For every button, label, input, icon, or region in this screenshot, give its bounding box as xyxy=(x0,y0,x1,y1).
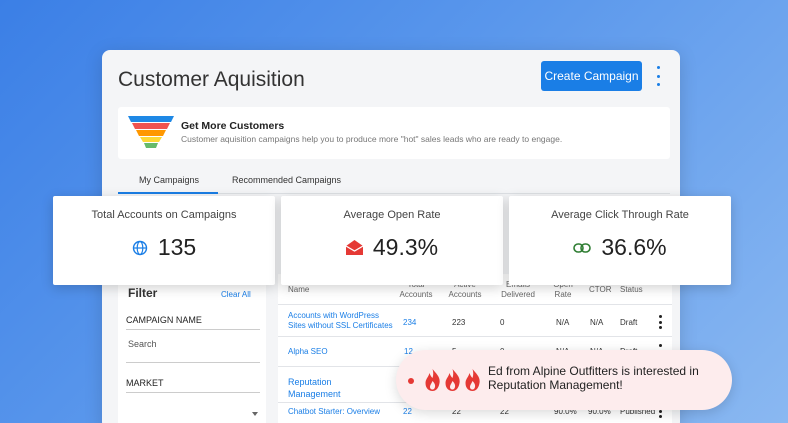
link-icon xyxy=(573,242,592,253)
open-rate-cell: 90.0% xyxy=(554,407,577,416)
status-cell: Published xyxy=(620,407,656,416)
total-accounts-link[interactable]: 22 xyxy=(403,407,412,416)
stat-label: Average Click Through Rate xyxy=(551,209,689,221)
globe-icon xyxy=(132,240,148,255)
banner-description: Customer aquisition campaigns help you t… xyxy=(181,134,563,144)
filter-title: Filter xyxy=(128,286,158,300)
ctor-cell: 90.0% xyxy=(588,407,611,416)
flame-icon xyxy=(423,368,482,392)
envelope-open-icon xyxy=(345,240,363,255)
info-banner: Get More Customers Customer aquisition c… xyxy=(118,107,670,159)
funnel-icon xyxy=(128,116,174,148)
emails-delivered-cell: 0 xyxy=(500,318,505,327)
page-title: Customer Aquisition xyxy=(118,68,305,91)
total-accounts-link[interactable]: 12 xyxy=(404,347,413,356)
active-accounts-cell: 22 xyxy=(452,407,461,416)
tab-my-campaigns[interactable]: My Campaigns xyxy=(139,175,200,185)
campaign-search-input[interactable]: Search xyxy=(128,339,157,349)
banner-title: Get More Customers xyxy=(181,120,285,132)
divider xyxy=(126,362,260,363)
active-accounts-cell: 223 xyxy=(452,318,466,327)
campaign-name-label: CAMPAIGN NAME xyxy=(126,315,202,325)
notification-dot-icon xyxy=(408,378,414,384)
stat-card-open-rate: Average Open Rate 49.3% xyxy=(281,196,503,285)
active-tab-indicator xyxy=(118,192,218,194)
stat-value: 36.6% xyxy=(601,234,667,260)
stat-value: 135 xyxy=(157,234,197,260)
campaign-name-link[interactable]: Reputation Management xyxy=(288,377,341,399)
campaign-name-link[interactable]: Accounts with WordPress Sites without SS… xyxy=(288,311,393,330)
create-campaign-button[interactable]: Create Campaign xyxy=(541,61,642,91)
market-dropdown-caret-icon[interactable] xyxy=(252,412,258,416)
emails-delivered-cell: 22 xyxy=(500,407,509,416)
ctor-cell: N/A xyxy=(590,318,604,327)
divider xyxy=(278,336,672,337)
toast-message: Ed from Alpine Outfitters is interested … xyxy=(488,364,699,392)
divider xyxy=(278,304,672,305)
stat-value: 49.3% xyxy=(372,234,439,260)
open-rate-cell: N/A xyxy=(556,318,570,327)
stat-label: Total Accounts on Campaigns xyxy=(91,209,237,221)
campaign-name-link[interactable]: Alpha SEO xyxy=(288,347,328,356)
stat-card-total-accounts: Total Accounts on Campaigns 135 xyxy=(53,196,275,285)
divider xyxy=(126,392,260,393)
more-options-icon[interactable] xyxy=(654,66,662,86)
market-label: MARKET xyxy=(126,378,164,388)
campaign-name-link[interactable]: Chatbot Starter: Overview xyxy=(288,407,381,416)
row-menu-icon[interactable] xyxy=(658,315,662,329)
stat-label: Average Open Rate xyxy=(343,209,441,221)
column-header-ctor[interactable]: CTOR xyxy=(589,285,612,294)
stat-card-click-through-rate: Average Click Through Rate 36.6% xyxy=(509,196,731,285)
column-header-name[interactable]: Name xyxy=(288,285,310,294)
tab-recommended-campaigns[interactable]: Recommended Campaigns xyxy=(232,175,342,185)
campaign-tabs: My Campaigns Recommended Campaigns xyxy=(118,170,670,194)
lead-notification-toast[interactable]: Ed from Alpine Outfitters is interested … xyxy=(396,350,732,410)
clear-all-link[interactable]: Clear All xyxy=(221,290,251,299)
column-header-status[interactable]: Status xyxy=(620,285,643,294)
total-accounts-link[interactable]: 234 xyxy=(403,318,417,327)
divider xyxy=(126,329,260,330)
status-cell: Draft xyxy=(620,318,638,327)
filter-panel: Filter Clear All CAMPAIGN NAME Search MA… xyxy=(118,274,266,423)
